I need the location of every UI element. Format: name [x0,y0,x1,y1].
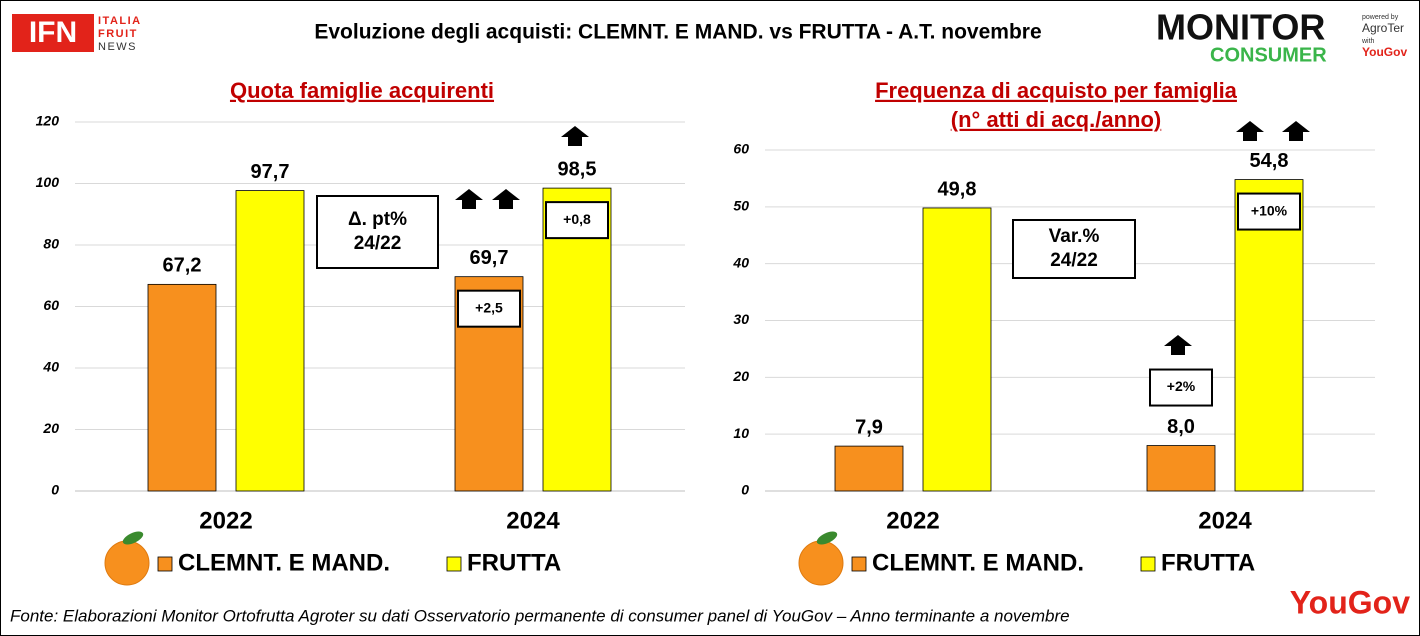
x-tick-label: 2024 [506,507,560,534]
page-title: Evoluzione degli acquisti: CLEMNT. E MAN… [314,21,1041,44]
legend-label: CLEMNT. E MAND. [178,549,390,576]
y-tick-label: 80 [43,236,59,252]
logo-bottom: CONSUMER [1210,44,1327,66]
y-tick-label: 40 [732,254,749,270]
delta-label: +0,8 [563,211,591,227]
y-tick-label: 50 [733,198,749,214]
fruit-icon [798,540,844,586]
logo-small: AgroTer [1362,21,1404,35]
y-tick-label: 10 [733,425,749,441]
fruit-leaf [122,531,144,545]
logo-line: ITALIA [98,15,142,27]
delta-box [457,289,521,328]
value-label: 49,8 [938,178,977,200]
bar [1146,445,1216,492]
x-tick-label: 2022 [199,507,252,534]
logo-box [12,14,94,52]
note-box [316,195,439,269]
value-label: 7,9 [855,416,883,438]
value-label: 67,2 [163,255,202,277]
up-arrow [561,126,589,146]
y-tick-label: 120 [36,113,60,129]
up-arrow [1236,121,1264,141]
footer-logo: YouGov [1290,584,1411,620]
x-tick-label: 2022 [886,507,939,534]
note-line: Var.% [1049,226,1100,247]
y-tick-label: 100 [36,174,60,190]
y-tick-label: 20 [42,420,59,436]
y-tick-label: 40 [42,359,59,375]
legend-swatch [157,556,173,572]
logo-line: NEWS [98,41,137,53]
delta-box [1237,192,1301,231]
delta-label: +2% [1167,378,1196,394]
chart-subtitle: (n° atti di acq./anno) [951,107,1161,132]
note-line: 24/22 [1050,250,1098,271]
logo-small: powered by [1362,14,1399,21]
y-tick-label: 20 [732,368,749,384]
logo-mark: IFN [29,16,77,49]
x-tick-label: 2024 [1198,507,1252,534]
fruit-icon [104,540,150,586]
up-arrow [492,189,520,209]
delta-box [1149,368,1213,407]
up-arrow [1282,121,1310,141]
logo-line: FRUIT [98,28,138,40]
note-box [1012,219,1136,279]
bar [235,190,305,492]
value-label: 69,7 [470,247,509,269]
logo-small: YouGov [1362,45,1407,59]
up-arrow [1164,335,1192,355]
legend-swatch [851,556,867,572]
legend-label: FRUTTA [1161,549,1255,576]
y-tick-label: 60 [43,297,59,313]
note-line: 24/22 [354,233,402,254]
delta-label: +10% [1251,202,1288,218]
logo-small: with [1361,38,1375,45]
legend-label: FRUTTA [467,549,561,576]
value-label: 54,8 [1250,150,1289,172]
delta-box [545,201,609,240]
fruit-leaf [816,531,838,545]
value-label: 97,7 [251,161,290,183]
legend-swatch [446,556,462,572]
bar [922,207,992,492]
note-line: Δ. pt% [348,209,407,230]
chart-title: Quota famiglie acquirenti [230,78,494,103]
value-label: 98,5 [558,158,597,180]
footer: Fonte: Elaborazioni Monitor Ortofrutta A… [10,606,1070,625]
y-tick-label: 60 [733,141,749,157]
delta-label: +2,5 [475,299,503,315]
bar [1234,179,1304,492]
bar [147,283,217,492]
up-arrow [455,189,483,209]
bar [834,445,904,492]
legend-label: CLEMNT. E MAND. [872,549,1084,576]
y-tick-label: 0 [51,482,59,498]
chart-title: Frequenza di acquisto per famiglia [875,78,1238,103]
y-tick-label: 30 [733,311,749,327]
y-tick-label: 0 [741,482,749,498]
value-label: 8,0 [1167,416,1195,438]
logo-top: MONITOR [1156,7,1325,48]
legend-swatch [1140,556,1156,572]
